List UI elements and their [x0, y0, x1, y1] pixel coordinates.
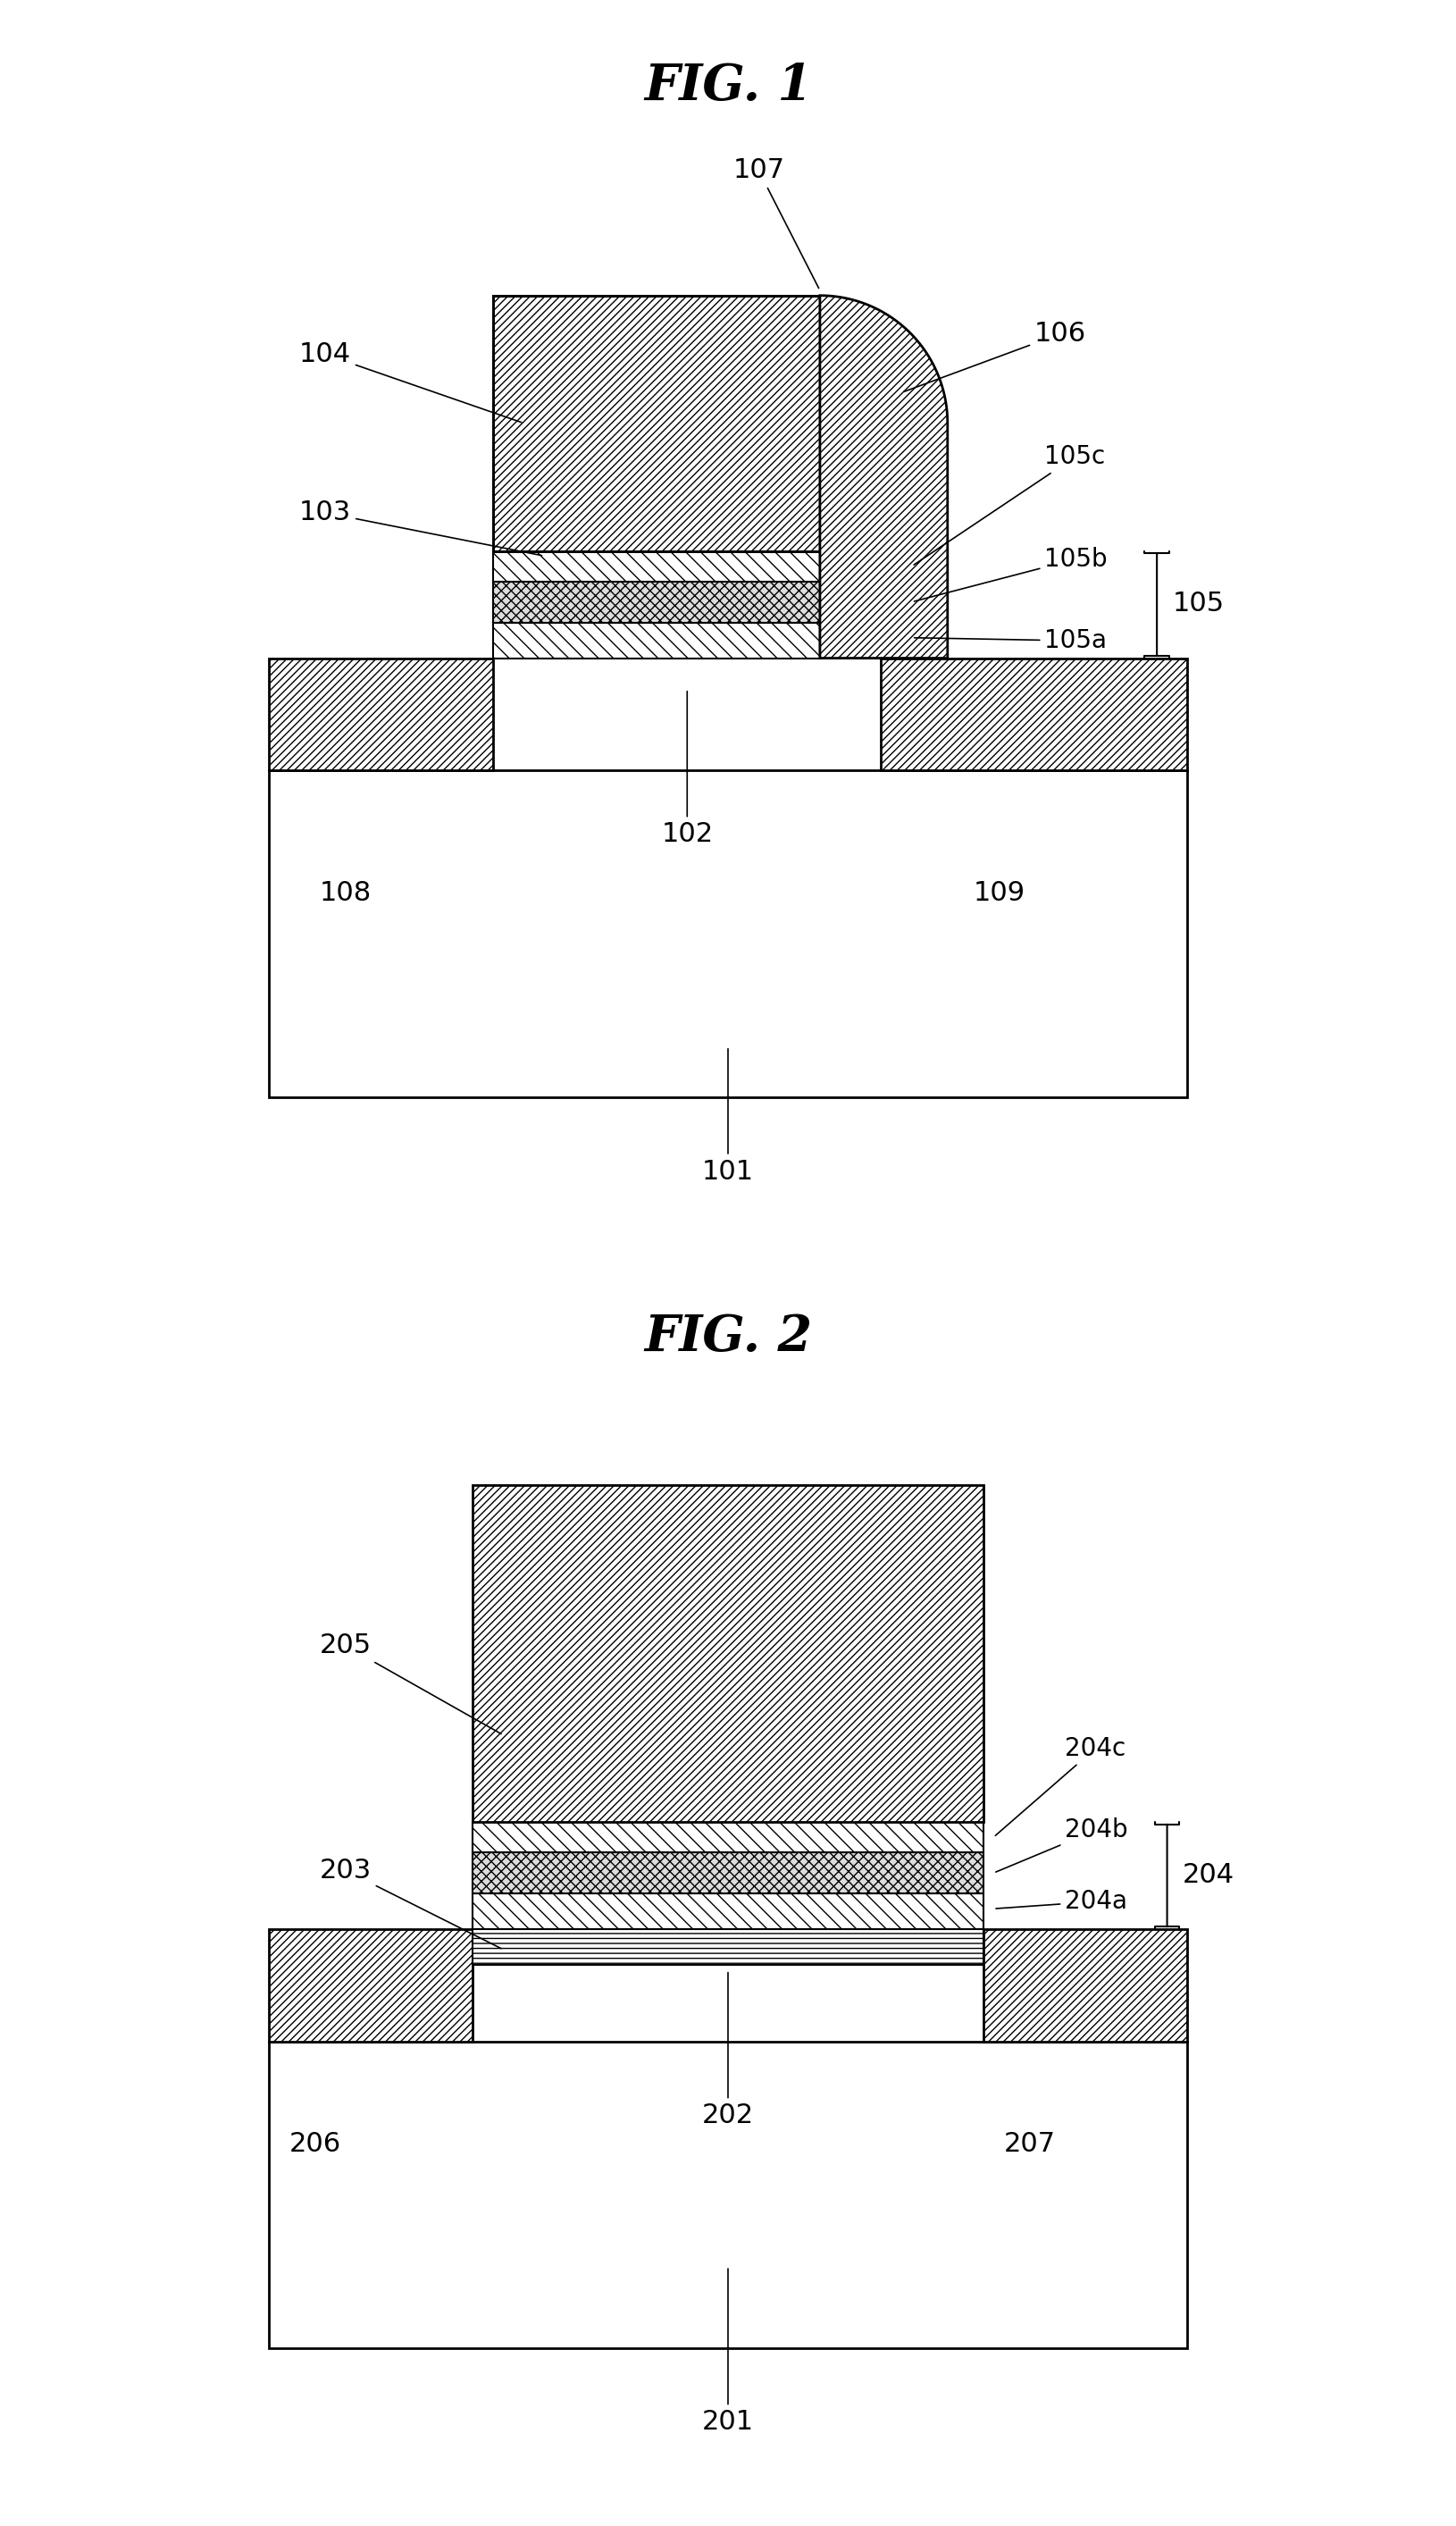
Text: 207: 207	[1003, 2132, 1056, 2157]
Text: 203: 203	[319, 1857, 501, 1948]
Text: 104: 104	[298, 341, 521, 422]
Bar	[268, 1930, 473, 2041]
Text: FIG. 2: FIG. 2	[644, 1311, 812, 1362]
Bar	[268, 770, 1188, 1096]
Bar	[881, 659, 1188, 770]
Text: 204: 204	[1182, 1862, 1235, 1887]
Text: 201: 201	[702, 2268, 754, 2435]
Text: 204a: 204a	[996, 1889, 1127, 1915]
Text: 206: 206	[288, 2132, 341, 2157]
Text: 105b: 105b	[914, 546, 1108, 601]
Bar	[473, 1894, 983, 1930]
Text: FIG. 1: FIG. 1	[644, 61, 812, 111]
Text: 101: 101	[702, 1048, 754, 1185]
Bar	[473, 1821, 983, 1852]
Bar	[494, 621, 881, 659]
Text: 106: 106	[904, 321, 1086, 392]
Text: 105a: 105a	[914, 629, 1107, 654]
Bar	[268, 659, 494, 770]
Bar	[473, 1485, 983, 1821]
Bar	[494, 296, 820, 551]
Text: 108: 108	[319, 879, 371, 907]
Text: 105c: 105c	[914, 445, 1105, 566]
Polygon shape	[820, 296, 948, 659]
Bar	[983, 1930, 1188, 2041]
Bar	[268, 2041, 1188, 2349]
Text: 102: 102	[661, 692, 713, 846]
Bar	[494, 296, 820, 551]
Text: 105: 105	[1172, 591, 1224, 616]
Bar	[494, 581, 881, 621]
Bar	[473, 1930, 983, 1965]
Text: 204c: 204c	[996, 1735, 1125, 1836]
Text: 204b: 204b	[996, 1819, 1128, 1872]
Text: 103: 103	[298, 500, 542, 556]
Text: 202: 202	[702, 1973, 754, 2129]
Text: 109: 109	[973, 879, 1025, 907]
Text: 205: 205	[319, 1632, 501, 1733]
Text: 107: 107	[732, 157, 818, 288]
Bar	[494, 551, 881, 581]
Bar	[473, 1852, 983, 1894]
